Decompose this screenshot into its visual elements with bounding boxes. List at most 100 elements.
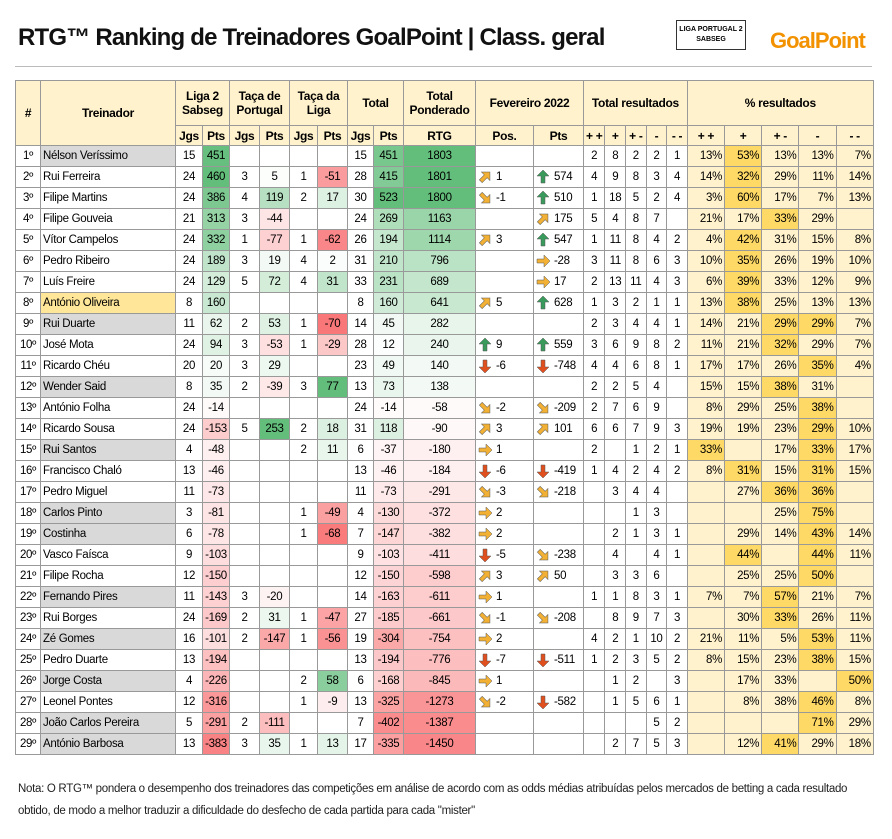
table-cell: 5 — [645, 649, 668, 671]
table-cell: 26% — [761, 355, 800, 377]
table-cell: 1114 — [403, 229, 476, 251]
table-cell — [475, 712, 534, 734]
table-cell: 6% — [686, 271, 726, 293]
table-cell: -6 — [475, 460, 534, 482]
table-cell: 194 — [373, 229, 404, 251]
table-cell: 17º — [15, 481, 41, 503]
table-cell: 5 — [582, 208, 606, 230]
trend-value: 559 — [554, 339, 573, 352]
table-cell — [686, 481, 726, 503]
arrow-shape — [536, 653, 550, 668]
table-row: 5º Vítor Campelos 24 332 1 -77 1 -62 26 194 1114 3 5… — [15, 229, 874, 251]
table-cell: 29% — [798, 313, 837, 335]
table-cell: 16º — [15, 460, 41, 482]
table-cell: 1 — [475, 586, 534, 608]
table-cell: Fernando Pires — [40, 586, 176, 608]
table-cell: 2 — [229, 376, 260, 398]
table-cell — [761, 544, 800, 566]
table-cell: 17% — [761, 187, 800, 209]
arrow-icon — [536, 464, 550, 479]
header-row: # Treinador Liga 2 Sabseg Taça de Portugal T… — [15, 80, 874, 146]
table-cell: -62 — [317, 229, 348, 251]
table-cell: 1 — [666, 586, 688, 608]
table-cell: 4% — [686, 229, 726, 251]
table-cell: 2 — [625, 460, 647, 482]
table-cell: -81 — [202, 502, 230, 524]
table-cell — [229, 565, 260, 587]
table-cell — [289, 586, 318, 608]
table-cell — [686, 670, 726, 692]
table-cell — [259, 439, 290, 461]
arrow-shape — [536, 401, 549, 414]
table-cell: 11 — [625, 271, 647, 293]
table-cell — [835, 376, 874, 398]
table-cell: 1 — [475, 166, 534, 188]
table-cell: 17% — [835, 439, 874, 461]
table-cell — [686, 712, 726, 734]
arrow-icon — [478, 234, 491, 247]
table-cell: -169 — [202, 607, 230, 629]
table-cell: 9 — [175, 544, 203, 566]
table-cell: 27º — [15, 691, 41, 713]
trend-value: -582 — [554, 696, 576, 709]
table-cell: 26 — [347, 229, 374, 251]
table-cell: 29% — [835, 712, 874, 734]
table-cell: 8 — [625, 586, 647, 608]
table-cell: 1 — [645, 292, 668, 314]
table-cell: 1 — [625, 523, 647, 545]
table-cell: 5 — [259, 166, 290, 188]
table-cell: 3 — [645, 166, 668, 188]
table-cell: -411 — [403, 544, 476, 566]
table-cell: 1 — [582, 649, 606, 671]
table-cell: 6º — [15, 250, 41, 272]
table-row: 4º Filipe Gouveia 21 313 3 -44 24 269 1163 175 5 4 8… — [15, 208, 874, 230]
table-cell: 15% — [724, 649, 763, 671]
table-cell: -194 — [202, 649, 230, 671]
table-row: 13º António Folha 24 -14 24 -14 -58 -2 -209 2 7 6 9 8… — [15, 397, 874, 419]
table-cell: 1800 — [403, 187, 476, 209]
table-cell: -147 — [373, 523, 404, 545]
table-cell: 2 — [582, 439, 606, 461]
table-cell — [289, 649, 318, 671]
table-cell — [835, 565, 874, 587]
logo-text: SABSEG — [696, 36, 726, 43]
trend-value: -748 — [554, 360, 576, 373]
table-cell: -372 — [403, 502, 476, 524]
table-cell: António Folha — [40, 397, 176, 419]
table-cell: 8 — [175, 292, 203, 314]
table-cell: 2 — [229, 607, 260, 629]
table-cell: 6 — [347, 670, 374, 692]
table-cell: 5% — [761, 628, 800, 650]
table-cell: 39% — [724, 271, 763, 293]
table-cell: 3 — [625, 649, 647, 671]
table-cell: 2 — [666, 649, 688, 671]
table-cell: 4 — [347, 502, 374, 524]
arrow-icon — [478, 611, 491, 624]
arrow-icon — [478, 632, 493, 646]
table-cell: 24 — [175, 271, 203, 293]
arrow-icon — [478, 695, 491, 708]
header-cell: Taça de Portugal — [229, 80, 290, 126]
table-cell — [666, 481, 688, 503]
trend-value: 1 — [496, 444, 503, 457]
table-cell: -9 — [317, 691, 348, 713]
table-cell: 29% — [798, 733, 837, 755]
table-cell: 19% — [686, 418, 726, 440]
trend-value: 175 — [554, 213, 573, 226]
table-row: 2º Rui Ferreira 24 460 3 5 1 -51 28 415 1801 1 574 4 9… — [15, 166, 874, 188]
arrow-icon — [478, 548, 492, 563]
arrow-shape — [536, 254, 551, 268]
table-cell: 7º — [15, 271, 41, 293]
table-cell: 1 — [666, 439, 688, 461]
table-cell: -611 — [403, 586, 476, 608]
arrow-icon — [536, 337, 550, 352]
table-cell — [645, 670, 668, 692]
arrow-icon — [478, 464, 492, 479]
table-cell: -511 — [533, 649, 584, 671]
arrow-shape — [536, 295, 550, 310]
trend-value: -238 — [554, 549, 576, 562]
trend-value: -1 — [496, 192, 506, 205]
table-cell: 1 — [289, 313, 318, 335]
table-cell: 8 — [625, 208, 647, 230]
